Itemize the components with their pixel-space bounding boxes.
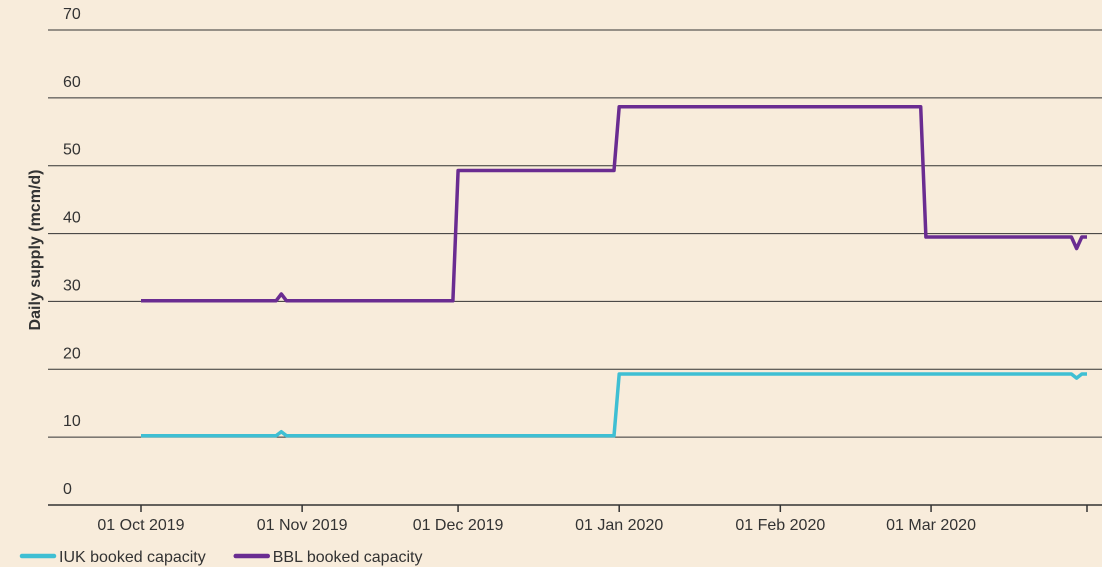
x-tick-label: 01 Dec 2019 <box>413 517 504 534</box>
y-tick-label: 20 <box>63 345 81 362</box>
legend-label: IUK booked capacity <box>59 549 206 566</box>
x-tick-label: 01 Oct 2019 <box>97 517 184 534</box>
y-tick-label: 40 <box>63 210 81 227</box>
x-tick-label: 01 Jan 2020 <box>575 517 663 534</box>
y-tick-label: 30 <box>63 277 81 294</box>
legend-label: BBL booked capacity <box>273 549 423 566</box>
series-line <box>141 104 1087 303</box>
x-tick-label: 01 Feb 2020 <box>735 517 825 534</box>
x-tick-label: 01 Nov 2019 <box>257 517 348 534</box>
y-tick-label: 10 <box>63 413 81 430</box>
y-tick-label: 0 <box>63 481 72 498</box>
y-tick-label: 60 <box>63 74 81 91</box>
y-tick-label: 70 <box>63 6 81 23</box>
y-axis-label: Daily supply (mcm/d) <box>27 170 44 331</box>
y-tick-label: 50 <box>63 142 81 159</box>
x-tick-label: 01 Mar 2020 <box>886 517 976 534</box>
series-line <box>141 372 1087 438</box>
